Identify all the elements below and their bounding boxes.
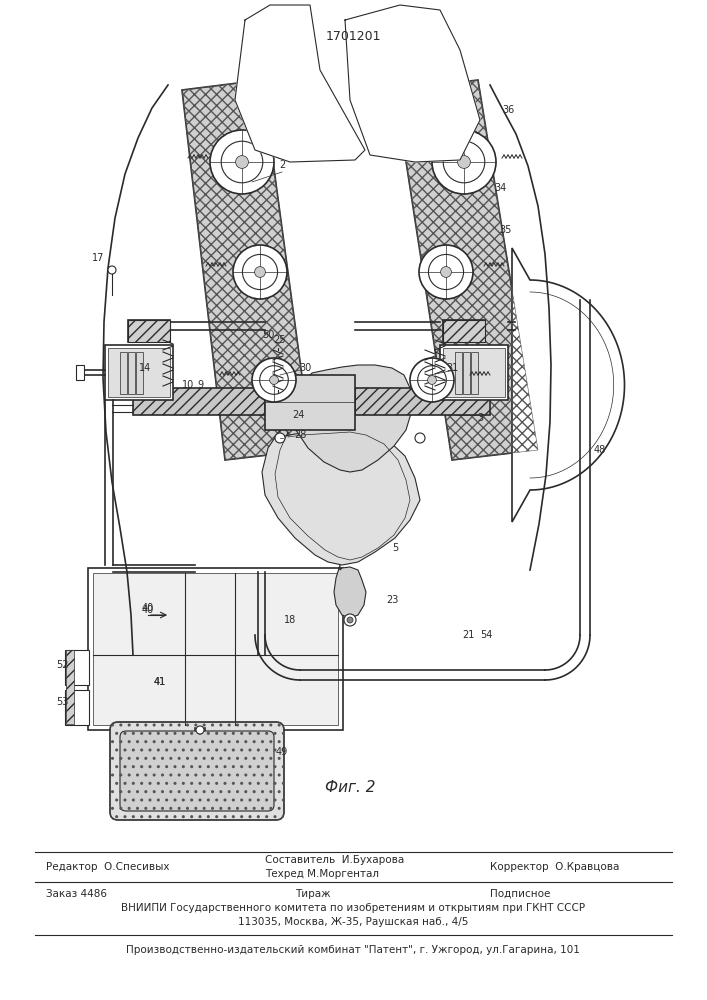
Text: 49: 49 — [276, 747, 288, 757]
Text: 28: 28 — [294, 430, 306, 440]
Text: 30: 30 — [299, 363, 311, 373]
Text: 17: 17 — [92, 253, 104, 263]
FancyBboxPatch shape — [120, 731, 274, 811]
Circle shape — [255, 267, 265, 277]
Text: Тираж: Тираж — [295, 889, 331, 899]
Text: 1701201: 1701201 — [325, 29, 381, 42]
Circle shape — [419, 245, 473, 299]
Text: Фиг. 2: Фиг. 2 — [325, 780, 375, 796]
Circle shape — [108, 266, 116, 274]
Text: Техред М.Моргентал: Техред М.Моргентал — [265, 869, 379, 879]
Text: 41: 41 — [154, 677, 166, 687]
Bar — [120, 352, 127, 394]
Text: 21: 21 — [462, 630, 474, 640]
Text: 14: 14 — [139, 363, 151, 373]
Circle shape — [443, 141, 485, 183]
Text: 3: 3 — [477, 413, 483, 423]
Text: Производственно-издательский комбинат "Патент", г. Ужгород, ул.Гагарина, 101: Производственно-издательский комбинат "П… — [126, 945, 580, 955]
Circle shape — [344, 614, 356, 626]
FancyBboxPatch shape — [110, 722, 284, 820]
Text: 10: 10 — [182, 380, 194, 390]
Circle shape — [235, 156, 248, 168]
Circle shape — [259, 366, 288, 394]
Text: ВНИИПИ Государственного комитета по изобретениям и открытиям при ГКНТ СССР: ВНИИПИ Государственного комитета по изоб… — [121, 903, 585, 913]
Circle shape — [221, 141, 263, 183]
Bar — [128, 320, 170, 342]
Circle shape — [410, 358, 454, 402]
Circle shape — [432, 130, 496, 194]
Bar — [65, 650, 89, 685]
Text: 9: 9 — [197, 380, 203, 390]
Circle shape — [196, 726, 204, 734]
Bar — [455, 352, 462, 394]
Text: 34: 34 — [494, 183, 506, 193]
Polygon shape — [395, 80, 538, 460]
Text: 113035, Москва, Ж-35, Раушская наб., 4/5: 113035, Москва, Ж-35, Раушская наб., 4/5 — [238, 917, 468, 927]
Polygon shape — [355, 388, 490, 415]
Circle shape — [252, 358, 296, 402]
Text: 23: 23 — [386, 595, 398, 605]
Bar — [93, 573, 338, 725]
Bar — [440, 345, 508, 400]
Bar — [443, 348, 505, 397]
Polygon shape — [133, 388, 265, 415]
Bar — [76, 365, 84, 380]
Bar — [105, 345, 173, 400]
Polygon shape — [182, 80, 312, 460]
Text: 2: 2 — [279, 160, 285, 170]
Bar — [65, 690, 89, 725]
Text: 18: 18 — [284, 615, 296, 625]
Text: Корректор  О.Кравцова: Корректор О.Кравцова — [490, 862, 619, 872]
Text: 41: 41 — [154, 677, 166, 687]
Text: Подписное: Подписное — [490, 889, 550, 899]
Circle shape — [457, 156, 470, 168]
Bar — [128, 320, 170, 342]
Circle shape — [275, 433, 285, 443]
Bar — [128, 352, 135, 394]
Bar — [443, 320, 485, 342]
Text: 25: 25 — [274, 335, 286, 345]
Text: 31: 31 — [446, 363, 458, 373]
Bar — [463, 352, 470, 394]
Circle shape — [347, 617, 353, 623]
Text: 40: 40 — [142, 603, 154, 613]
Circle shape — [243, 254, 278, 290]
Bar — [66, 650, 74, 724]
Text: 54: 54 — [480, 630, 492, 640]
Polygon shape — [345, 5, 480, 162]
Circle shape — [428, 254, 464, 290]
Bar — [265, 375, 355, 430]
Circle shape — [440, 267, 451, 277]
Text: 50: 50 — [262, 330, 274, 340]
Circle shape — [210, 130, 274, 194]
Text: 36: 36 — [502, 105, 514, 115]
Bar — [88, 568, 343, 730]
Text: 5: 5 — [392, 543, 398, 553]
Text: 35: 35 — [499, 225, 511, 235]
Polygon shape — [290, 365, 412, 472]
Bar — [108, 348, 170, 397]
Text: 52: 52 — [56, 660, 69, 670]
Polygon shape — [512, 248, 624, 522]
Circle shape — [415, 433, 425, 443]
Polygon shape — [262, 428, 420, 565]
Text: 48: 48 — [594, 445, 606, 455]
Polygon shape — [235, 5, 365, 162]
Circle shape — [233, 245, 287, 299]
Text: 53: 53 — [56, 697, 68, 707]
Circle shape — [418, 366, 446, 394]
Circle shape — [269, 376, 279, 384]
Text: Составитель  И.Бухарова: Составитель И.Бухарова — [265, 855, 404, 865]
Polygon shape — [334, 565, 366, 618]
Text: Заказ 4486: Заказ 4486 — [46, 889, 107, 899]
Bar — [471, 352, 478, 394]
Text: Редактор  О.Спесивых: Редактор О.Спесивых — [46, 862, 170, 872]
Bar — [136, 352, 143, 394]
Text: 24: 24 — [292, 410, 304, 420]
Circle shape — [428, 376, 436, 384]
Text: 40: 40 — [142, 605, 154, 615]
Bar — [443, 320, 485, 342]
